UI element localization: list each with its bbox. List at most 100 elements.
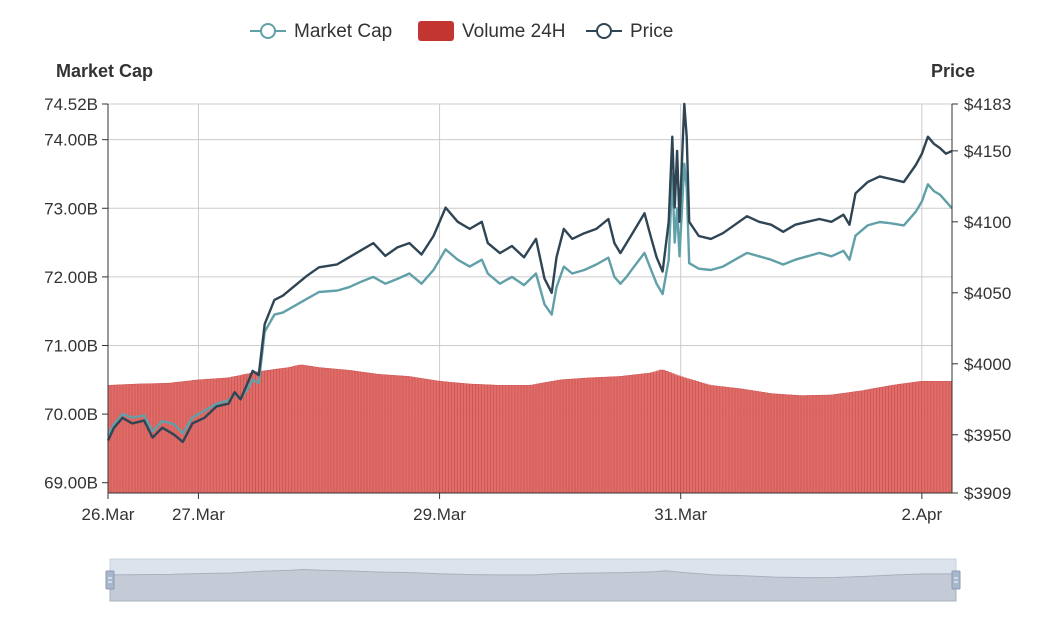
volume-bar <box>285 367 289 494</box>
volume-bar <box>397 375 401 494</box>
volume-bar <box>888 385 892 494</box>
volume-bar <box>855 391 859 494</box>
volume-bar <box>562 379 566 494</box>
volume-bar <box>463 383 467 494</box>
volume-bar <box>584 377 588 494</box>
volume-bar <box>921 380 925 494</box>
volume-bar <box>493 384 497 494</box>
volume-bar <box>752 390 756 494</box>
volume-bar <box>789 394 793 494</box>
volume-bar <box>813 395 817 494</box>
volume-bar <box>373 373 377 494</box>
volume-bar <box>864 389 868 494</box>
volume-bar <box>924 380 928 494</box>
y-right-tick-label: $4000 <box>964 355 1011 374</box>
volume-bar <box>764 392 768 494</box>
volume-bar <box>903 383 907 494</box>
volume-bar <box>942 380 946 494</box>
volume-bar <box>505 385 509 494</box>
volume-bar <box>816 395 820 494</box>
legend-item-volume-24h[interactable]: Volume 24H <box>418 21 566 42</box>
volume-bar <box>650 372 654 494</box>
volume-bar <box>131 383 135 494</box>
volume-bar <box>306 365 310 494</box>
y-right-tick-label: $4150 <box>964 142 1011 161</box>
volume-bar <box>409 376 413 494</box>
volume-bar <box>345 369 349 494</box>
series-lines <box>106 102 953 444</box>
zoom-handle-left[interactable] <box>105 570 115 590</box>
volume-bar <box>894 384 898 494</box>
volume-bar <box>508 385 512 494</box>
legend-label: Volume 24H <box>462 21 566 42</box>
volume-bar <box>701 382 705 494</box>
legend-item-price[interactable]: Price <box>586 21 673 42</box>
volume-bar <box>490 384 494 494</box>
volume-bar <box>725 386 729 494</box>
zoom-handle-right[interactable] <box>951 570 961 590</box>
volume-bar <box>544 382 548 494</box>
volume-bar <box>626 375 630 494</box>
x-tick-label: 2.Apr <box>902 505 943 524</box>
volume-bar <box>867 389 871 494</box>
volume-bar <box>770 393 774 494</box>
zoom-handle-grip <box>105 570 115 590</box>
volume-bar <box>538 383 542 494</box>
data-zoom-slider[interactable] <box>105 558 961 602</box>
volume-bar <box>801 395 805 494</box>
volume-bar <box>312 366 316 494</box>
volume-bar <box>137 383 141 494</box>
volume-bar <box>261 370 265 494</box>
volume-bar <box>439 381 443 494</box>
y-right-axis-title: Price <box>931 61 975 81</box>
volume-bar <box>906 382 910 494</box>
volume-bar <box>457 382 461 494</box>
volume-bar <box>879 387 883 494</box>
volume-bar <box>273 369 277 494</box>
volume-bar <box>792 394 796 494</box>
volume-bars <box>107 364 952 494</box>
y-right-tick-label: $4050 <box>964 284 1011 303</box>
volume-bar <box>523 385 527 494</box>
x-tick-label: 27.Mar <box>172 505 225 524</box>
volume-bar <box>354 371 358 494</box>
volume-bar <box>556 379 560 494</box>
volume-bar <box>587 377 591 494</box>
y-right-tick-label: $3950 <box>964 426 1011 445</box>
volume-bar <box>448 381 452 494</box>
volume-bar <box>559 379 563 494</box>
volume-bar <box>279 368 283 494</box>
y-right-tick-label: $3909 <box>964 484 1011 503</box>
volume-bar <box>213 378 217 494</box>
volume-bar <box>599 377 603 494</box>
volume-bar <box>418 377 422 494</box>
volume-bar <box>755 391 759 494</box>
volume-bar <box>376 373 380 494</box>
volume-bar <box>421 378 425 494</box>
volume-bar <box>565 379 569 494</box>
volume-bar <box>249 372 253 494</box>
volume-bar <box>846 392 850 494</box>
legend[interactable]: Market Cap Volume 24H Price <box>250 21 673 42</box>
volume-bar <box>885 385 889 494</box>
volume-bar <box>798 395 802 494</box>
volume-bar <box>364 372 367 494</box>
volume-bar <box>379 374 383 494</box>
volume-bar <box>267 369 271 494</box>
volume-bar <box>442 381 446 494</box>
legend-item-market-cap[interactable]: Market Cap <box>250 21 392 42</box>
volume-bar <box>291 366 295 494</box>
volume-bar <box>822 394 826 494</box>
volume-bar <box>388 374 392 494</box>
volume-bar <box>713 385 717 494</box>
volume-bar <box>641 373 645 494</box>
volume-bar <box>550 380 554 494</box>
volume-bar <box>400 375 404 494</box>
volume-bar <box>186 380 190 494</box>
volume-bar <box>891 384 895 494</box>
volume-bar <box>370 373 374 494</box>
volume-bar <box>780 394 783 494</box>
volume-bar <box>140 383 144 494</box>
volume-bar <box>430 379 434 494</box>
volume-bar <box>740 388 744 494</box>
